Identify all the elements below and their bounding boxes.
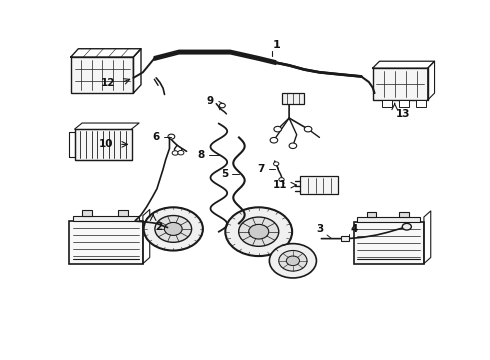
Text: 12: 12: [101, 77, 116, 87]
Circle shape: [274, 126, 282, 132]
Bar: [372, 68, 428, 100]
Text: 13: 13: [396, 109, 411, 118]
Bar: [74, 129, 131, 159]
Text: 5: 5: [221, 169, 228, 179]
Circle shape: [155, 216, 192, 242]
Bar: [69, 221, 143, 264]
Bar: [399, 212, 409, 217]
Circle shape: [289, 143, 297, 149]
Bar: [367, 212, 376, 217]
Circle shape: [249, 224, 269, 239]
Circle shape: [286, 256, 299, 266]
Circle shape: [279, 251, 307, 271]
Bar: [71, 57, 133, 93]
Text: 3: 3: [317, 224, 324, 234]
Bar: [416, 100, 426, 107]
Circle shape: [144, 207, 203, 251]
Text: 1: 1: [273, 40, 281, 50]
Text: 9: 9: [207, 96, 214, 105]
Bar: [341, 236, 349, 242]
Text: 6: 6: [152, 132, 159, 141]
Circle shape: [219, 103, 225, 108]
Bar: [73, 216, 139, 221]
Circle shape: [225, 207, 292, 256]
Text: 7: 7: [257, 164, 265, 174]
Circle shape: [168, 134, 175, 139]
Text: 10: 10: [99, 139, 114, 149]
Bar: [118, 210, 128, 216]
Circle shape: [172, 151, 178, 155]
Circle shape: [178, 150, 184, 155]
Bar: [358, 217, 420, 222]
Text: 4: 4: [351, 224, 358, 234]
Circle shape: [164, 222, 182, 235]
Bar: [399, 100, 409, 107]
Circle shape: [402, 223, 412, 230]
Circle shape: [304, 126, 312, 132]
Bar: [281, 93, 304, 104]
Bar: [82, 210, 92, 216]
Bar: [354, 222, 424, 264]
Circle shape: [279, 177, 284, 181]
Circle shape: [270, 138, 278, 143]
Bar: [382, 100, 392, 107]
Text: 11: 11: [272, 180, 287, 190]
Bar: [300, 176, 339, 194]
Text: 2: 2: [155, 222, 163, 232]
Circle shape: [239, 217, 279, 246]
Circle shape: [273, 162, 279, 166]
Text: 8: 8: [197, 150, 205, 161]
Circle shape: [270, 244, 317, 278]
